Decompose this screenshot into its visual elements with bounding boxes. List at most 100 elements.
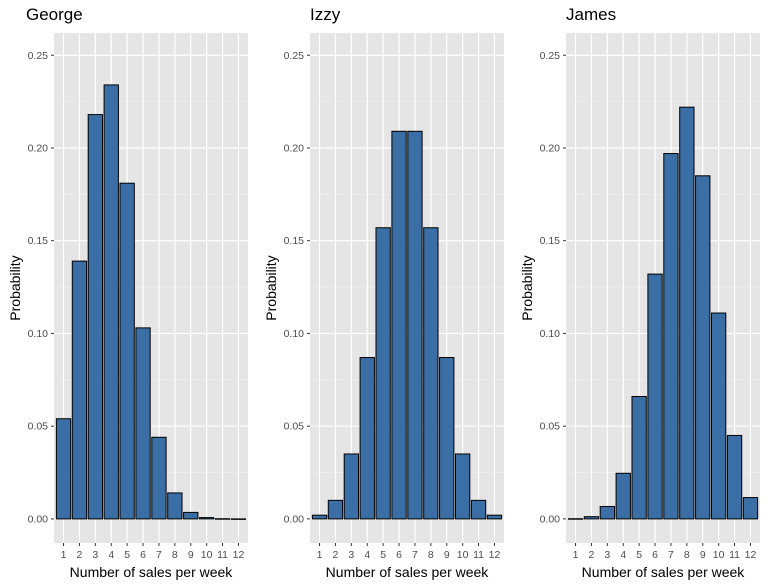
chart-2-bar: [343, 453, 360, 520]
chart-1-bar: [214, 518, 231, 520]
chart-1-x-tick-label: 9: [188, 549, 194, 561]
chart-1-y-tick-label: 0.15: [28, 235, 49, 247]
chart-1-y-tick-label: 0.25: [28, 50, 49, 62]
chart-3-x-tick-label: 8: [684, 549, 690, 561]
chart-3-bar: [599, 505, 616, 520]
chart-2-y-tick-label: 0.05: [284, 421, 305, 433]
chart-3-bar: [663, 153, 679, 520]
chart-3-x-tick-label: 6: [652, 549, 658, 561]
chart-1-bar: [230, 518, 247, 520]
chart-1-x-tick-label: 3: [92, 549, 98, 561]
chart-2-y-tick-label: 0.00: [284, 513, 305, 525]
chart-3-y-tick-label: 0.05: [540, 421, 561, 433]
chart-1-bar: [55, 418, 72, 520]
chart-1-title: George: [26, 5, 83, 24]
chart-3-bar: [726, 434, 743, 520]
chart-3-title: James: [566, 5, 616, 24]
chart-2-bar: [470, 499, 487, 520]
chart-3-y-tick-label: 0.00: [540, 513, 561, 525]
chart-3-y-tick-label: 0.10: [540, 328, 561, 340]
chart-1-bar: [119, 182, 135, 520]
chart-1-x-tick-label: 12: [233, 549, 245, 561]
chart-1-bar: [135, 327, 151, 520]
chart-3-x-tick-label: 5: [636, 549, 642, 561]
chart-3-bar: [695, 175, 711, 520]
chart-2-x-axis-title: Number of sales per week: [326, 564, 490, 580]
chart-1-bar: [71, 260, 88, 520]
chart-1-y-tick-label: 0.20: [28, 142, 49, 154]
chart-2-bar: [391, 130, 407, 520]
chart-1-x-tick-label: 10: [201, 549, 213, 561]
chart-3-y-tick-label: 0.20: [540, 142, 561, 154]
chart-3-y-axis-title: Probability: [519, 255, 535, 320]
chart-2-y-tick-label: 0.25: [284, 50, 305, 62]
chart-2-x-tick-label: 11: [473, 549, 484, 561]
chart-1-x-tick-label: 1: [61, 549, 67, 561]
chart-1-y-tick-label: 0.00: [28, 513, 49, 525]
chart-3-x-tick-label: 3: [604, 549, 610, 561]
chart-3-bar: [742, 497, 759, 520]
chart-2-x-tick-label: 4: [364, 549, 370, 561]
chart-2-y-tick-label: 0.10: [284, 328, 305, 340]
chart-2-bar: [375, 227, 391, 520]
chart-2-y-tick-label: 0.15: [284, 235, 305, 247]
chart-1-x-tick-label: 4: [108, 549, 114, 561]
chart-1-bar: [167, 492, 183, 520]
chart-3-bar: [615, 472, 631, 520]
chart-2-bar: [439, 357, 455, 520]
chart-2-bar: [407, 130, 423, 520]
chart-3-bar: [679, 106, 695, 520]
chart-1-y-axis-title: Probability: [7, 255, 23, 320]
chart-2-y-tick-label: 0.20: [284, 142, 305, 154]
chart-3-bar: [567, 518, 584, 520]
chart-3-x-tick-label: 10: [713, 549, 725, 561]
chart-3-x-tick-label: 11: [729, 549, 740, 561]
chart-1-x-axis-title: Number of sales per week: [70, 564, 234, 580]
chart-1-x-tick-label: 7: [156, 549, 162, 561]
chart-3-bar: [711, 312, 727, 520]
chart-3-y-tick-label: 0.25: [540, 50, 561, 62]
chart-2-x-tick-label: 2: [333, 549, 339, 561]
chart-2-x-tick-label: 5: [380, 549, 386, 561]
chart-1-bar: [103, 84, 119, 520]
chart-2-panel-background: [310, 33, 504, 543]
chart-2-x-tick-label: 8: [428, 549, 434, 561]
chart-2-bar: [311, 514, 328, 520]
chart-1-x-tick-label: 8: [172, 549, 178, 561]
chart-1-x-tick-label: 11: [217, 549, 228, 561]
chart-1-bar: [183, 511, 199, 520]
chart-2-bar: [486, 514, 503, 520]
chart-2-x-tick-label: 12: [489, 549, 501, 561]
chart-2-x-tick-label: 7: [412, 549, 418, 561]
chart-1-bar: [87, 114, 103, 520]
chart-2-bar: [423, 227, 439, 520]
chart-3-x-tick-label: 1: [573, 549, 579, 561]
chart-3-bar: [631, 395, 647, 520]
chart-3-x-tick-label: 4: [620, 549, 626, 561]
chart-3-bar: [583, 516, 600, 520]
chart-1-x-tick-label: 6: [140, 549, 146, 561]
chart-3-x-tick-label: 9: [700, 549, 706, 561]
chart-2-x-tick-label: 1: [317, 549, 323, 561]
chart-3-x-tick-label: 2: [589, 549, 595, 561]
chart-1-x-tick-label: 2: [77, 549, 83, 561]
chart-3-x-tick-label: 7: [668, 549, 674, 561]
chart-2-bar: [455, 453, 471, 520]
chart-3-x-axis-title: Number of sales per week: [582, 564, 746, 580]
chart-1-y-tick-label: 0.05: [28, 421, 49, 433]
chart-1-x-tick-label: 5: [124, 549, 130, 561]
chart-2-bar: [359, 357, 375, 520]
chart-2-title: Izzy: [310, 5, 341, 24]
chart-1-y-tick-label: 0.10: [28, 328, 49, 340]
chart-2-y-axis-title: Probability: [263, 255, 279, 320]
chart-1-bar: [151, 436, 167, 520]
chart-2-x-tick-label: 10: [457, 549, 469, 561]
chart-2-x-tick-label: 3: [348, 549, 354, 561]
chart-3-bar: [647, 273, 663, 520]
chart-3-y-tick-label: 0.15: [540, 235, 561, 247]
chart-2-x-tick-label: 6: [396, 549, 402, 561]
chart-2-bar: [327, 499, 344, 520]
chart-1-bar: [199, 517, 215, 520]
chart-3-x-tick-label: 12: [745, 549, 757, 561]
